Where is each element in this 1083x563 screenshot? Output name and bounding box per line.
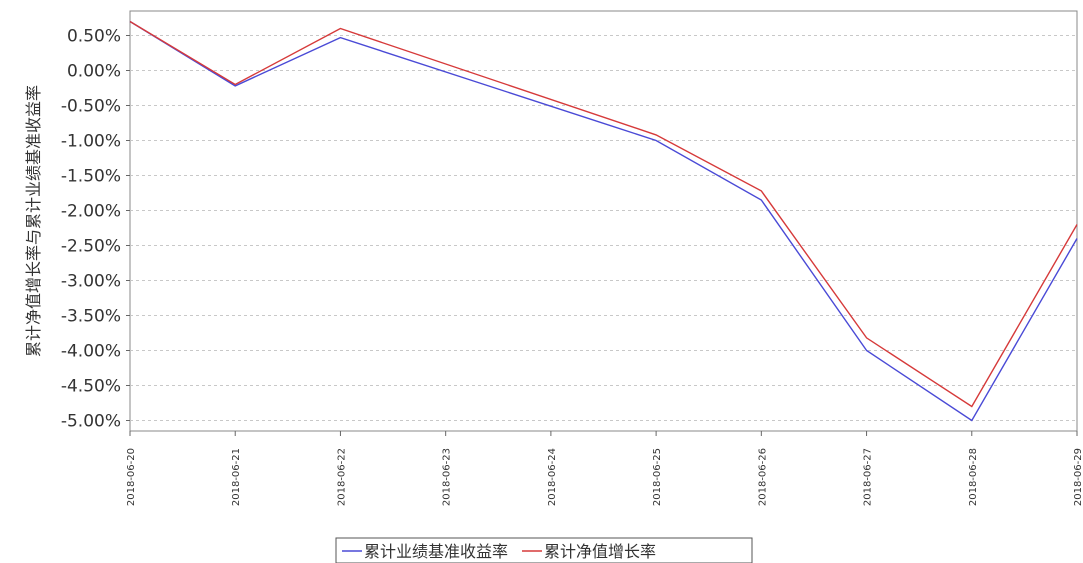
x-tick-label: 2018-06-28 (968, 448, 979, 506)
y-tick-label: -2.00% (61, 202, 121, 222)
y-axis-label: 累计净值增长率与累计业绩基准收益率 (24, 85, 43, 357)
y-tick-label: -3.50% (61, 307, 121, 327)
series-layer (129, 20, 1078, 422)
x-tick-label: 2018-06-20 (126, 448, 137, 506)
x-tick-label: 2018-06-22 (336, 448, 347, 506)
grid-layer (129, 10, 1078, 432)
legend: 累计业绩基准收益率 累计净值增长率 (335, 537, 753, 563)
axis-layer: 0.50% 0.00% -0.50% -1.00% -1.50% -2.00% -2.50%… (61, 27, 1083, 507)
x-tick-label: 2018-06-26 (757, 448, 768, 506)
x-tick-label: 2018-06-21 (231, 448, 242, 506)
x-tick-label: 2018-06-23 (442, 448, 453, 506)
y-tick-label: -2.50% (61, 237, 121, 257)
y-tick-label: -4.50% (61, 377, 121, 397)
y-tick-label: 0.00% (67, 62, 121, 82)
series-line-1 (129, 20, 1078, 408)
y-tick-label: -1.00% (61, 132, 121, 152)
series-line-0 (129, 20, 1078, 422)
y-tick-label: -4.00% (61, 342, 121, 362)
legend-label-0: 累计业绩基准收益率 (364, 542, 508, 561)
y-tick-label: -3.00% (61, 272, 121, 292)
x-tick-label: 2018-06-24 (547, 448, 558, 506)
y-tick-label: -0.50% (61, 97, 121, 117)
legend-box (335, 537, 753, 563)
y-tick-label: -1.50% (61, 167, 121, 187)
legend-label-1: 累计净值增长率 (544, 542, 656, 561)
x-tick-label: 2018-06-29 (1073, 448, 1083, 506)
x-tick-label: 2018-06-27 (863, 448, 874, 506)
x-tick-label: 2018-06-25 (652, 448, 663, 506)
y-tick-label: -5.00% (61, 412, 121, 432)
plot-frame (129, 10, 1078, 432)
y-tick-label: 0.50% (67, 27, 121, 47)
